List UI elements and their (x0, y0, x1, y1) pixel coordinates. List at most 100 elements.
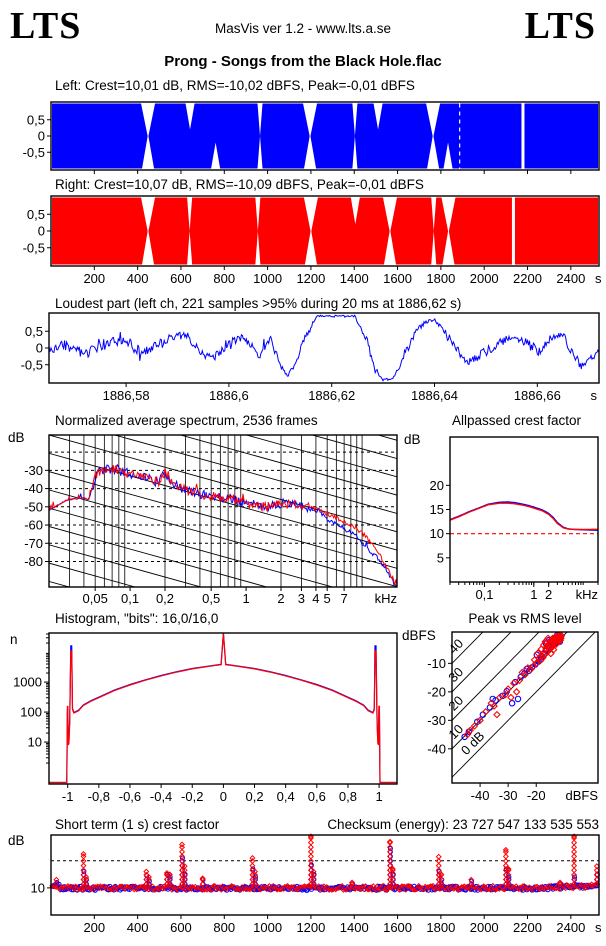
tick-label: -0,8 (88, 789, 110, 804)
lts-logo-left: LTS (10, 5, 82, 47)
track-title: Prong - Songs from the Black Hole.flac (164, 53, 442, 70)
tick-label: 7 (340, 591, 347, 606)
peak-vs-rms-title: Peak vs RMS level (468, 611, 582, 626)
tick-label: -10 (427, 656, 446, 671)
tick-label: 0 (38, 224, 45, 239)
tick-label: 0,2 (245, 789, 263, 804)
tick-label: 0,5 (25, 324, 43, 339)
tick-label: 1000 (253, 271, 282, 286)
tick-label: -0,4 (150, 789, 172, 804)
tick-label: 0,5 (27, 207, 45, 222)
diagonal-crest-label: 30 (445, 664, 466, 685)
tick-label: -0,5 (21, 357, 43, 372)
tick-label: -1 (62, 789, 74, 804)
diagonal-crest-label: 40 (445, 636, 466, 657)
tick-label: 2000 (470, 920, 499, 935)
tick-label: 100 (20, 705, 42, 720)
tick-label: 1800 (426, 271, 455, 286)
tick-label: 0,8 (339, 789, 357, 804)
chart-spectrum: 0,05 0,1 0,2 0,5 1 2 3 4 5 7 kHz -30 -40 -50 -60 -70 -80 (24, 434, 398, 606)
tick-label: 1886,6 (209, 388, 249, 403)
tick-label: 800 (213, 271, 235, 286)
chart-short_term_crest: 200 400 600 800 1000 1200 1400 1600 1800 2000 2200… (31, 833, 602, 935)
tick-label: -30 (24, 463, 43, 478)
tick-label: 2200 (513, 920, 542, 935)
tick-label: 1000 (13, 675, 42, 690)
tick-label: 2200 (513, 271, 542, 286)
tick-label: 200 (83, 920, 105, 935)
spectrum-title: Normalized average spectrum, 2536 frames (55, 413, 318, 428)
tick-label: -0,2 (181, 789, 203, 804)
tick-label: 0,2 (156, 591, 174, 606)
tick-label: kHz (375, 591, 397, 606)
tick-label: 1 (375, 789, 382, 804)
histogram-n-unit: n (10, 632, 18, 647)
loudest-part-title: Loudest part (left ch, 221 samples >95% … (55, 296, 462, 311)
tick-label: 800 (213, 920, 235, 935)
tick-label: 20 (430, 478, 444, 493)
diagonal-crest-label: 20 (445, 693, 466, 714)
chart-right_waveform: 200 400 600 800 1000 1200 1400 1600 1800 2000 2200… (23, 195, 602, 286)
tick-label: 400 (127, 271, 149, 286)
tick-label: 2 (277, 591, 284, 606)
tick-label: 0,05 (83, 591, 108, 606)
tick-label: s (595, 271, 602, 286)
allpassed-title: Allpassed crest factor (452, 413, 582, 428)
tick-label: kHz (576, 587, 598, 602)
peak-dbfs-unit: dBFS (402, 628, 436, 643)
tick-label: -0,6 (119, 789, 141, 804)
tick-label: 0,5 (202, 591, 220, 606)
tick-label: 5 (437, 550, 444, 565)
tick-label: -0,5 (23, 240, 45, 255)
tick-label: 1 (242, 591, 249, 606)
tick-label: 1400 (340, 271, 369, 286)
tick-label: 0 (220, 789, 227, 804)
tick-label: 1200 (296, 271, 325, 286)
tick-label: 15 (430, 502, 444, 517)
tick-label: 10 (430, 526, 444, 541)
short-term-title: Short term (1 s) crest factor (55, 817, 220, 832)
tick-label: 2 (545, 587, 552, 602)
tick-label: -20 (527, 788, 546, 803)
left-channel-stats: Left: Crest=10,01 dB, RMS=-10,02 dBFS, P… (55, 78, 415, 93)
tick-label: -0,5 (23, 145, 45, 160)
tick-label: 2000 (470, 271, 499, 286)
tick-label: 3 (298, 591, 305, 606)
tick-label: 0 (36, 341, 43, 356)
tick-label: 0,5 (27, 112, 45, 127)
app-version-line: MasVis ver 1.2 - www.lts.a.se (214, 21, 392, 36)
tick-label: 2400 (556, 920, 585, 935)
tick-label: 1 (530, 587, 537, 602)
tick-label: s (591, 388, 598, 403)
tick-label: 1886,66 (514, 388, 561, 403)
tick-label: -80 (24, 554, 43, 569)
tick-label: 1886,62 (308, 388, 355, 403)
lts-logo-right: LTS (524, 5, 596, 47)
tick-label: -60 (24, 518, 43, 533)
tick-label: -50 (24, 499, 43, 514)
chart-left_waveform: 0,5 0-0,5 (23, 101, 600, 174)
tick-label: 10 (31, 880, 45, 895)
tick-label: 0 (38, 129, 45, 144)
tick-label: 1200 (296, 920, 325, 935)
shortterm-db-unit: dB (8, 833, 25, 848)
allpassed-db-unit: dB (404, 432, 421, 447)
chart-allpassed_crest: 0,1 1 2 kHz 5 10 15 20 (430, 436, 599, 602)
chart-loudest_part: 1886,58 1886,6 1886,62 1886,64 1886,66 s 0,5 0-… (21, 312, 600, 403)
tick-label: -40 (24, 481, 43, 496)
tick-label: 4 (312, 591, 319, 606)
right-channel-stats: Right: Crest=10,07 dB, RMS=-10,09 dBFS, … (55, 177, 424, 192)
tick-label: 1800 (426, 920, 455, 935)
tick-label: 2400 (556, 271, 585, 286)
tick-label: 1886,58 (103, 388, 150, 403)
tick-label: -30 (427, 713, 446, 728)
tick-label: 1600 (383, 271, 412, 286)
tick-label: 0,1 (121, 591, 139, 606)
tick-label: 200 (83, 271, 105, 286)
tick-label: -40 (427, 741, 446, 756)
tick-label: 10 (28, 735, 42, 750)
tick-label: 0,6 (308, 789, 326, 804)
chart-histogram: -1 -0,8 -0,6 -0,4 -0,2 0 0,2 0,4 0,6 0,8 1 10 100 100… (13, 632, 398, 804)
